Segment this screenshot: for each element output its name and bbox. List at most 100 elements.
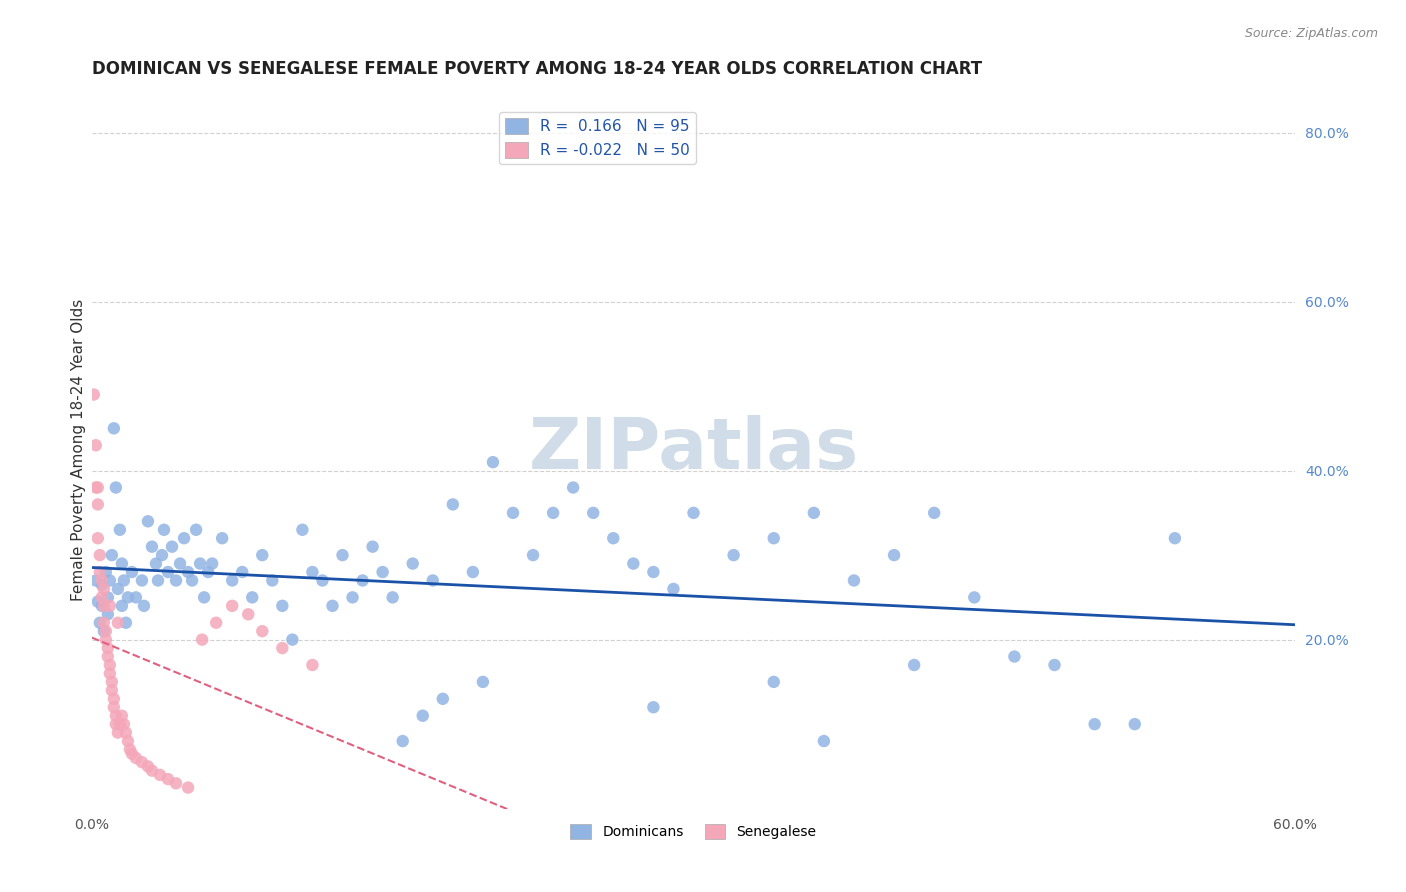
Point <box>145 557 167 571</box>
Point <box>94 565 117 579</box>
Point <box>271 641 294 656</box>
Point <box>191 632 214 647</box>
Point <box>160 540 183 554</box>
Point <box>883 548 905 562</box>
Point <box>98 658 121 673</box>
Point <box>173 531 195 545</box>
Point <box>291 523 314 537</box>
Point <box>90 591 112 605</box>
Point <box>89 548 111 562</box>
Point <box>238 607 260 622</box>
Point <box>118 742 141 756</box>
Point <box>262 574 284 588</box>
Point <box>84 438 107 452</box>
Point <box>197 565 219 579</box>
Point <box>361 540 384 554</box>
Point <box>461 565 484 579</box>
Point <box>103 700 125 714</box>
Point <box>1123 717 1146 731</box>
Point <box>842 574 865 588</box>
Point <box>98 574 121 588</box>
Point <box>103 691 125 706</box>
Point <box>90 574 112 588</box>
Point <box>111 599 134 613</box>
Point <box>541 506 564 520</box>
Point <box>108 717 131 731</box>
Point <box>311 574 333 588</box>
Point <box>301 565 323 579</box>
Point <box>1002 649 1025 664</box>
Point <box>103 421 125 435</box>
Point <box>582 506 605 520</box>
Point <box>94 624 117 639</box>
Point <box>211 531 233 545</box>
Point <box>112 574 135 588</box>
Point <box>117 591 139 605</box>
Point <box>117 734 139 748</box>
Point <box>125 591 148 605</box>
Point <box>93 624 115 639</box>
Point <box>98 666 121 681</box>
Point <box>101 674 124 689</box>
Point <box>107 615 129 630</box>
Point <box>93 599 115 613</box>
Point <box>156 565 179 579</box>
Point <box>184 523 207 537</box>
Point <box>136 759 159 773</box>
Point <box>93 582 115 596</box>
Point <box>391 734 413 748</box>
Point <box>813 734 835 748</box>
Point <box>482 455 505 469</box>
Text: ZIPatlas: ZIPatlas <box>529 415 859 484</box>
Point <box>352 574 374 588</box>
Point <box>231 565 253 579</box>
Point <box>252 548 274 562</box>
Point <box>177 780 200 795</box>
Point <box>131 755 153 769</box>
Point <box>602 531 624 545</box>
Point <box>87 531 110 545</box>
Point <box>87 481 110 495</box>
Point <box>643 565 665 579</box>
Point <box>321 599 343 613</box>
Point <box>205 615 228 630</box>
Point <box>221 574 243 588</box>
Point <box>97 591 120 605</box>
Point <box>101 548 124 562</box>
Legend: R =  0.166   N = 95, R = -0.022   N = 50: R = 0.166 N = 95, R = -0.022 N = 50 <box>499 112 696 164</box>
Point <box>132 599 155 613</box>
Point <box>422 574 444 588</box>
Point <box>1084 717 1107 731</box>
Point <box>1164 531 1187 545</box>
Point <box>87 594 110 608</box>
Point <box>252 624 274 639</box>
Point <box>121 565 143 579</box>
Point <box>181 574 204 588</box>
Point <box>121 747 143 761</box>
Point <box>188 557 211 571</box>
Point <box>177 565 200 579</box>
Point <box>371 565 394 579</box>
Point <box>111 708 134 723</box>
Point <box>153 523 176 537</box>
Point <box>90 599 112 613</box>
Point <box>104 717 127 731</box>
Point <box>562 481 585 495</box>
Point <box>136 514 159 528</box>
Point <box>342 591 364 605</box>
Point <box>111 557 134 571</box>
Point <box>97 649 120 664</box>
Point <box>150 548 173 562</box>
Point <box>156 772 179 786</box>
Point <box>141 764 163 778</box>
Point <box>125 751 148 765</box>
Point <box>93 615 115 630</box>
Point <box>1043 658 1066 673</box>
Point <box>146 574 169 588</box>
Point <box>412 708 434 723</box>
Point <box>643 700 665 714</box>
Y-axis label: Female Poverty Among 18-24 Year Olds: Female Poverty Among 18-24 Year Olds <box>72 298 86 600</box>
Point <box>471 674 494 689</box>
Text: Source: ZipAtlas.com: Source: ZipAtlas.com <box>1244 27 1378 40</box>
Point <box>271 599 294 613</box>
